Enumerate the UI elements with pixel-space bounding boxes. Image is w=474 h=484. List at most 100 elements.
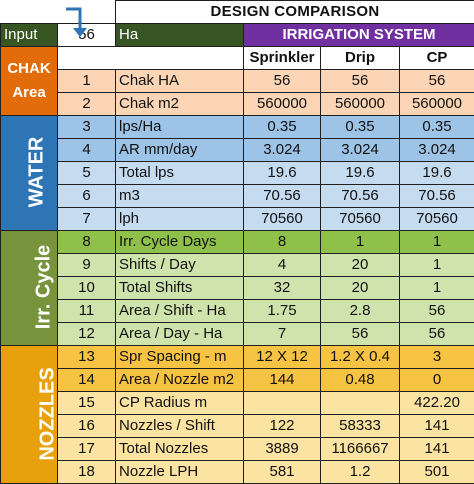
sprinkler-value: 144 — [244, 369, 321, 392]
sprinkler-value: 8 — [244, 231, 321, 254]
row-number: 6 — [58, 185, 116, 208]
drip-value — [321, 392, 400, 415]
row-label: Spr Spacing - m — [116, 346, 244, 369]
section-water: WATER — [1, 116, 58, 231]
table-row: NOZZLES 13 Spr Spacing - m 12 X 12 1.2 X… — [1, 346, 474, 369]
row-label: Total lps — [116, 162, 244, 185]
sprinkler-value: 0.35 — [244, 116, 321, 139]
empty-cell — [1, 1, 58, 24]
cp-value: 422.20 — [400, 392, 474, 415]
sprinkler-value: 32 — [244, 277, 321, 300]
page-title: DESIGN COMPARISON — [116, 1, 474, 24]
row-label: lps/Ha — [116, 116, 244, 139]
table-row: WATER 3 lps/Ha 0.35 0.35 0.35 — [1, 116, 474, 139]
drip-value: 20 — [321, 277, 400, 300]
cp-value: 501 — [400, 461, 474, 484]
row-label: Nozzle LPH — [116, 461, 244, 484]
cp-value: 56 — [400, 300, 474, 323]
cp-value: 141 — [400, 438, 474, 461]
table-row: 7 lph 70560 70560 70560 — [1, 208, 474, 231]
drip-value: 1 — [321, 231, 400, 254]
table-row: 18 Nozzle LPH 581 1.2 501 — [1, 461, 474, 484]
drip-value: 1.2 X 0.4 — [321, 346, 400, 369]
row-number: 10 — [58, 277, 116, 300]
row-label: m3 — [116, 185, 244, 208]
drip-value: 0.35 — [321, 116, 400, 139]
sprinkler-value: 4 — [244, 254, 321, 277]
drip-value: 560000 — [321, 93, 400, 116]
row-number: 11 — [58, 300, 116, 323]
section-chak-area: CHAK Area — [1, 47, 58, 116]
row-number: 16 — [58, 415, 116, 438]
row-label: Area / Nozzle m2 — [116, 369, 244, 392]
row-label: AR mm/day — [116, 139, 244, 162]
drip-value: 70.56 — [321, 185, 400, 208]
row-number: 14 — [58, 369, 116, 392]
sprinkler-value: 7 — [244, 323, 321, 346]
cp-value: 0.35 — [400, 116, 474, 139]
table-row: 15 CP Radius m 422.20 — [1, 392, 474, 415]
sprinkler-value: 3.024 — [244, 139, 321, 162]
section-label: NOZZLES — [37, 367, 58, 460]
cp-value: 3 — [400, 346, 474, 369]
table-row: 2 Chak m2 560000 560000 560000 — [1, 93, 474, 116]
input-unit: Ha — [116, 24, 244, 47]
row-label: Chak HA — [116, 70, 244, 93]
cp-value: 3.024 — [400, 139, 474, 162]
cp-value: 1 — [400, 277, 474, 300]
row-number: 17 — [58, 438, 116, 461]
irrigation-system-header: IRRIGATION SYSTEM — [244, 24, 474, 47]
table-row: Irr. Cycle 8 Irr. Cycle Days 8 1 1 — [1, 231, 474, 254]
table-row: 1 Chak HA 56 56 56 — [1, 70, 474, 93]
section-label: Irr. Cycle — [32, 245, 54, 330]
row-label: Area / Day - Ha — [116, 323, 244, 346]
sprinkler-value: 1.75 — [244, 300, 321, 323]
column-header-drip: Drip — [321, 47, 400, 70]
row-number: 2 — [58, 93, 116, 116]
drip-value: 1.2 — [321, 461, 400, 484]
table-row: 6 m3 70.56 70.56 70.56 — [1, 185, 474, 208]
cp-value: 560000 — [400, 93, 474, 116]
drip-value: 2.8 — [321, 300, 400, 323]
drip-value: 20 — [321, 254, 400, 277]
row-number: 3 — [58, 116, 116, 139]
section-label: WATER — [25, 137, 47, 208]
row-number: 9 — [58, 254, 116, 277]
sprinkler-value: 56 — [244, 70, 321, 93]
cp-value: 19.6 — [400, 162, 474, 185]
row-label: Total Nozzles — [116, 438, 244, 461]
section-irr-cycle: Irr. Cycle — [1, 231, 58, 346]
drip-value: 3.024 — [321, 139, 400, 162]
row-number: 8 — [58, 231, 116, 254]
empty-cell — [58, 47, 116, 70]
row-number: 5 — [58, 162, 116, 185]
drip-value: 56 — [321, 70, 400, 93]
sprinkler-value — [244, 392, 321, 415]
sprinkler-value: 70.56 — [244, 185, 321, 208]
sprinkler-value: 19.6 — [244, 162, 321, 185]
table-row: 17 Total Nozzles 3889 1166667 141 — [1, 438, 474, 461]
row-label: CP Radius m — [116, 392, 244, 415]
row-label: Shifts / Day — [116, 254, 244, 277]
table-row: 9 Shifts / Day 4 20 1 — [1, 254, 474, 277]
row-label: lph — [116, 208, 244, 231]
sprinkler-value: 3889 — [244, 438, 321, 461]
row-number: 13 — [58, 346, 116, 369]
sprinkler-value: 581 — [244, 461, 321, 484]
column-header-cp: CP — [400, 47, 474, 70]
row-number: 12 — [58, 323, 116, 346]
sprinkler-value: 122 — [244, 415, 321, 438]
table-row: 14 Area / Nozzle m2 144 0.48 0 — [1, 369, 474, 392]
input-arrow-icon — [64, 6, 92, 40]
sprinkler-value: 560000 — [244, 93, 321, 116]
row-label: Irr. Cycle Days — [116, 231, 244, 254]
drip-value: 1166667 — [321, 438, 400, 461]
cp-value: 70560 — [400, 208, 474, 231]
empty-cell — [116, 47, 244, 70]
row-number: 18 — [58, 461, 116, 484]
table-row: 5 Total lps 19.6 19.6 19.6 — [1, 162, 474, 185]
drip-value: 0.48 — [321, 369, 400, 392]
cp-value: 1 — [400, 254, 474, 277]
table-row: 10 Total Shifts 32 20 1 — [1, 277, 474, 300]
row-number: 4 — [58, 139, 116, 162]
